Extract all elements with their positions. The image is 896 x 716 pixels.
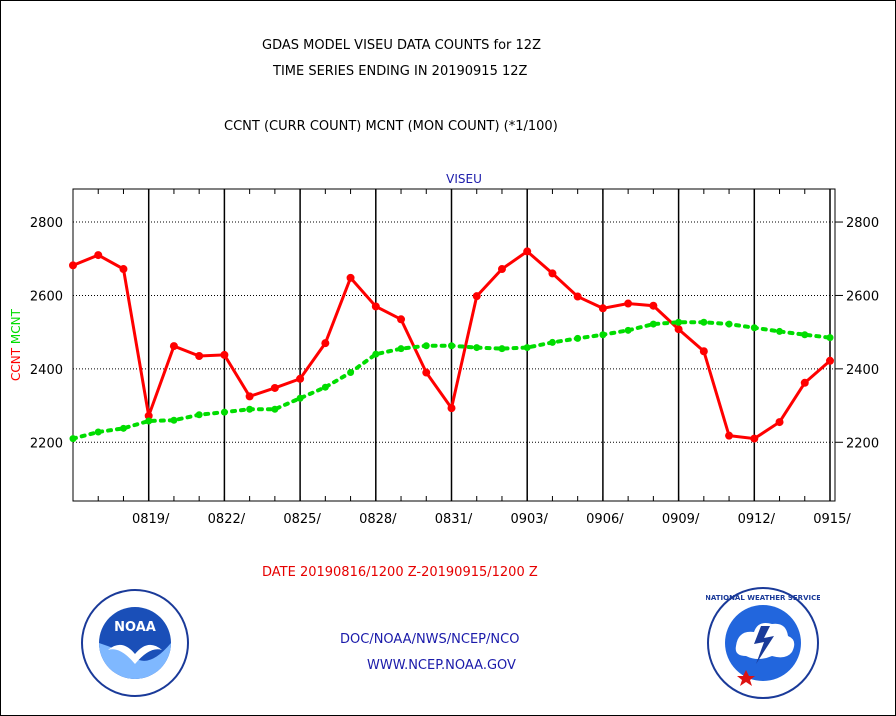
x-tick-label: 0903/ — [510, 512, 548, 527]
x-tick-label: 0906/ — [586, 512, 624, 527]
y-tick-label-right: 2600 — [846, 289, 879, 304]
date-range-label: DATE 20190816/1200 Z-20190915/1200 Z — [262, 565, 538, 580]
data-point-mcnt — [826, 334, 834, 342]
data-point-mcnt — [372, 350, 380, 358]
data-point-ccnt — [447, 404, 456, 413]
noaa-logo-text: NOAA — [114, 620, 156, 635]
data-point-mcnt — [271, 405, 279, 413]
data-point-mcnt — [599, 331, 607, 339]
data-point-ccnt — [195, 352, 204, 361]
x-tick-label: 0915/ — [813, 512, 851, 527]
data-point-ccnt — [321, 339, 330, 348]
y-tick-label-left: 2400 — [30, 363, 63, 378]
data-point-mcnt — [145, 417, 153, 425]
x-tick-label: 0912/ — [738, 512, 776, 527]
noaa-logo: NOAA — [81, 589, 189, 697]
data-point-mcnt — [397, 345, 405, 353]
data-point-mcnt — [246, 405, 254, 413]
x-tick-label: 0828/ — [359, 512, 397, 527]
data-point-mcnt — [700, 318, 708, 326]
data-point-ccnt — [94, 251, 103, 260]
data-point-ccnt — [775, 418, 784, 427]
x-tick-label: 0819/ — [132, 512, 170, 527]
y-tick-label-right: 2200 — [846, 436, 879, 451]
x-tick-label: 0909/ — [662, 512, 700, 527]
data-point-ccnt — [598, 304, 607, 313]
data-point-ccnt — [674, 325, 683, 334]
y-tick-label-left: 2800 — [30, 216, 63, 231]
data-point-ccnt — [69, 261, 77, 270]
data-point-ccnt — [270, 383, 279, 392]
data-point-mcnt — [94, 428, 102, 436]
data-point-mcnt — [675, 318, 683, 326]
data-point-mcnt — [119, 424, 127, 432]
y-tick-label-left: 2200 — [30, 436, 63, 451]
data-point-ccnt — [296, 374, 305, 383]
data-point-ccnt — [573, 292, 582, 301]
y-tick-label-left: 2600 — [30, 289, 63, 304]
y-axis-label-mcnt: MCNT — [9, 308, 23, 344]
data-point-ccnt — [245, 392, 254, 401]
chart-subtitle: CCNT (CURR COUNT) MCNT (MON COUNT) (*1/1… — [224, 119, 558, 134]
data-point-mcnt — [523, 344, 531, 352]
x-tick-label: 0831/ — [435, 512, 473, 527]
data-point-mcnt — [170, 416, 178, 424]
data-point-ccnt — [371, 302, 380, 311]
data-point-mcnt — [69, 435, 77, 443]
data-point-ccnt — [649, 301, 658, 310]
data-point-mcnt — [624, 326, 632, 334]
data-point-ccnt — [548, 269, 557, 278]
data-point-mcnt — [750, 324, 758, 332]
data-point-mcnt — [220, 408, 228, 416]
url-label: WWW.NCEP.NOAA.GOV — [367, 658, 516, 673]
data-point-ccnt — [699, 347, 708, 356]
chart-title-line2: TIME SERIES ENDING IN 20190915 12Z — [273, 64, 528, 79]
data-point-mcnt — [725, 320, 733, 328]
data-point-ccnt — [725, 431, 734, 440]
nws-logo-text: NATIONAL WEATHER SERVICE — [706, 594, 820, 602]
data-point-mcnt — [498, 345, 506, 353]
data-point-mcnt — [548, 338, 556, 346]
data-point-ccnt — [422, 368, 431, 377]
chart-title: VISEU — [446, 172, 482, 186]
data-point-mcnt — [574, 334, 582, 342]
data-point-mcnt — [195, 411, 203, 419]
data-point-mcnt — [801, 331, 809, 339]
data-point-ccnt — [119, 265, 128, 274]
data-point-ccnt — [800, 378, 809, 387]
x-tick-label: 0822/ — [208, 512, 246, 527]
data-point-mcnt — [347, 369, 355, 377]
data-point-ccnt — [523, 247, 532, 256]
data-point-mcnt — [296, 394, 304, 402]
data-point-ccnt — [220, 350, 229, 359]
data-point-ccnt — [624, 299, 633, 308]
y-axis-label: CCNT MCNT — [9, 308, 23, 381]
data-point-ccnt — [826, 356, 834, 365]
plot-area — [72, 188, 836, 502]
nws-logo: NATIONAL WEATHER SERVICE — [706, 587, 820, 699]
data-point-mcnt — [422, 342, 430, 350]
data-point-ccnt — [169, 342, 178, 351]
data-point-ccnt — [144, 411, 153, 420]
x-tick-label: 0825/ — [283, 512, 321, 527]
data-point-mcnt — [649, 320, 657, 328]
data-point-ccnt — [472, 292, 481, 301]
data-point-ccnt — [346, 273, 355, 282]
chart-title-line1: GDAS MODEL VISEU DATA COUNTS for 12Z — [262, 38, 541, 53]
data-point-mcnt — [473, 344, 481, 352]
y-axis-label-ccnt: CCNT — [9, 344, 23, 381]
org-label: DOC/NOAA/NWS/NCEP/NCO — [340, 632, 520, 647]
data-point-mcnt — [776, 327, 784, 335]
data-point-ccnt — [397, 315, 406, 324]
y-tick-label-right: 2800 — [846, 216, 879, 231]
data-point-ccnt — [497, 265, 506, 274]
data-point-ccnt — [750, 434, 759, 443]
data-point-mcnt — [448, 342, 455, 350]
data-point-mcnt — [321, 383, 329, 391]
y-tick-label-right: 2400 — [846, 363, 879, 378]
